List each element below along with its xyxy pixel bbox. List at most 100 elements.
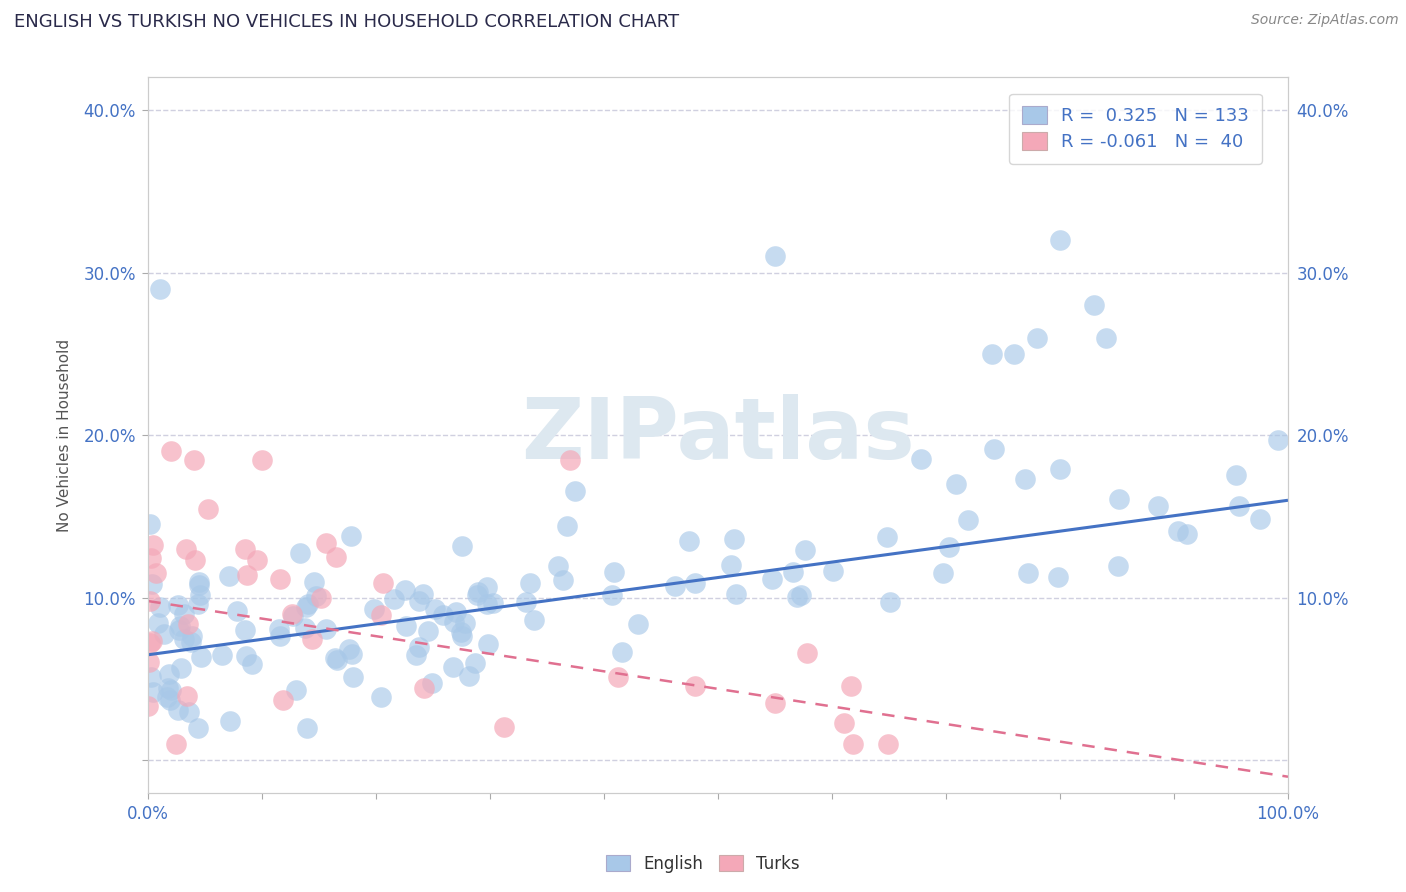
Point <box>160 444 183 458</box>
Point <box>240 657 263 671</box>
Point <box>190 650 212 665</box>
Point <box>678 534 700 549</box>
Point <box>269 572 291 586</box>
Point <box>139 516 162 531</box>
Point <box>555 518 578 533</box>
Text: ENGLISH VS TURKISH NO VEHICLES IN HOUSEHOLD CORRELATION CHART: ENGLISH VS TURKISH NO VEHICLES IN HOUSEH… <box>14 13 679 31</box>
Point <box>156 690 179 704</box>
Point <box>564 484 586 499</box>
Point <box>1094 331 1116 345</box>
Point <box>323 650 346 665</box>
Point <box>188 574 211 589</box>
Point <box>612 645 634 659</box>
Point <box>149 282 172 296</box>
Point <box>141 577 163 591</box>
Point <box>980 347 1002 361</box>
Point <box>1026 331 1049 345</box>
Point <box>233 623 256 637</box>
Point <box>720 558 742 572</box>
Point <box>177 705 200 719</box>
Point <box>475 580 498 594</box>
Point <box>1046 570 1069 584</box>
Point <box>309 591 332 605</box>
Point <box>235 649 257 664</box>
Point <box>938 541 960 555</box>
Point <box>285 683 308 698</box>
Point <box>910 452 932 467</box>
Point <box>153 626 176 640</box>
Point <box>173 607 195 621</box>
Point <box>159 683 181 698</box>
Point <box>280 607 302 621</box>
Point <box>1167 524 1189 538</box>
Point <box>136 699 159 714</box>
Point <box>269 629 291 643</box>
Point <box>823 564 845 578</box>
Point <box>723 532 745 546</box>
Point <box>796 646 818 660</box>
Point <box>1107 559 1129 574</box>
Point <box>1049 462 1071 476</box>
Point <box>315 535 337 549</box>
Point <box>295 721 318 735</box>
Point <box>451 539 474 553</box>
Point <box>515 595 537 609</box>
Point <box>370 608 392 623</box>
Point <box>142 537 165 551</box>
Point <box>983 442 1005 456</box>
Point <box>181 629 204 643</box>
Point <box>790 588 813 602</box>
Point <box>494 720 516 734</box>
Point <box>782 565 804 579</box>
Point <box>219 714 242 728</box>
Point <box>519 576 541 591</box>
Point <box>301 632 323 646</box>
Point <box>664 579 686 593</box>
Point <box>246 553 269 567</box>
Point <box>252 452 274 467</box>
Point <box>166 703 188 717</box>
Point <box>225 604 247 618</box>
Point <box>288 546 311 560</box>
Point <box>156 681 179 695</box>
Point <box>169 618 191 632</box>
Point <box>184 553 207 567</box>
Point <box>233 541 256 556</box>
Point <box>342 669 364 683</box>
Point <box>477 637 499 651</box>
Point <box>683 575 706 590</box>
Point <box>165 737 187 751</box>
Point <box>183 452 205 467</box>
Point <box>408 594 430 608</box>
Point <box>1147 499 1170 513</box>
Point <box>145 566 167 580</box>
Point <box>197 502 219 516</box>
Point <box>603 565 626 579</box>
Point <box>302 574 325 589</box>
Point <box>420 675 443 690</box>
Point <box>482 596 505 610</box>
Point <box>607 670 630 684</box>
Point <box>413 681 436 696</box>
Point <box>839 679 862 693</box>
Point <box>139 594 162 608</box>
Point <box>337 642 360 657</box>
Point <box>842 737 865 751</box>
Point <box>418 624 440 639</box>
Point <box>142 685 165 699</box>
Point <box>793 543 815 558</box>
Point <box>877 737 900 751</box>
Point <box>453 615 475 630</box>
Point <box>166 599 188 613</box>
Point <box>176 690 198 704</box>
Point <box>173 632 195 647</box>
Point <box>325 549 347 564</box>
Point <box>1225 467 1247 482</box>
Point <box>211 648 233 663</box>
Point <box>423 602 446 616</box>
Point <box>547 558 569 573</box>
Point <box>187 721 209 735</box>
Point <box>957 513 980 527</box>
Text: Source: ZipAtlas.com: Source: ZipAtlas.com <box>1251 13 1399 28</box>
Point <box>832 716 855 731</box>
